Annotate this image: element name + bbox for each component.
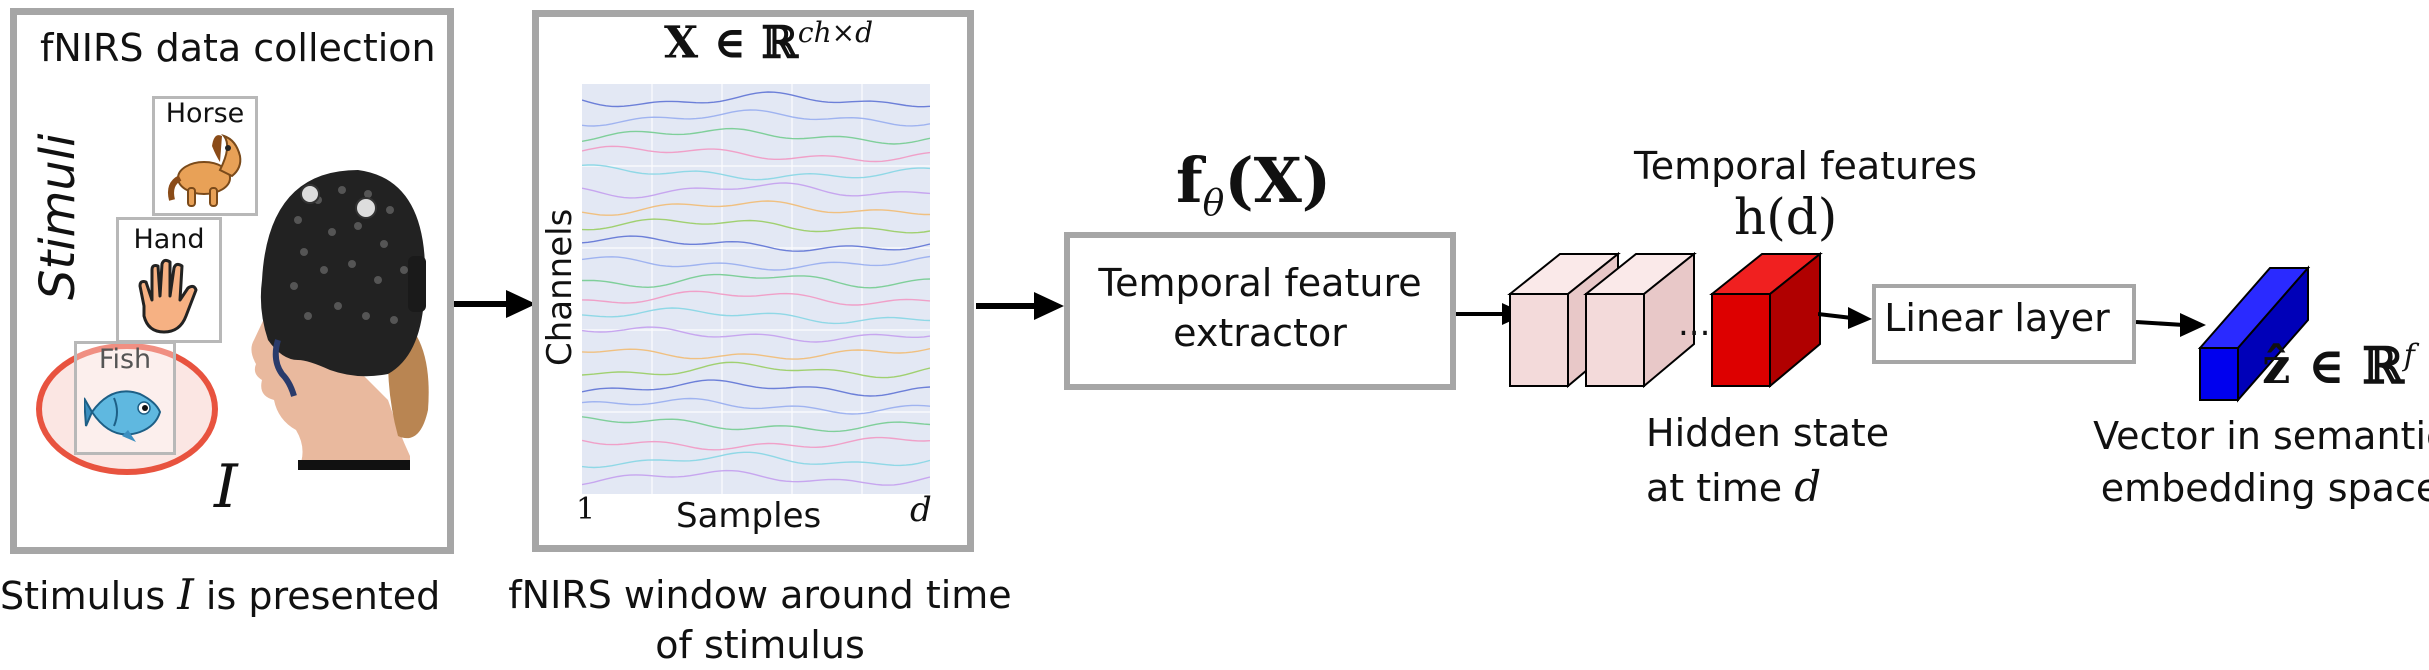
label-var: d (1794, 462, 1822, 511)
x-axis-end-label: d (910, 490, 932, 530)
horse-icon (168, 133, 242, 207)
x-axis-start-label: 1 (576, 492, 596, 527)
caption-line: of stimulus (655, 623, 865, 667)
stimuli-label: Stimuli (30, 133, 86, 300)
stimulus-card-label: Horse (165, 98, 245, 129)
signal-trace (582, 416, 930, 433)
signal-trace (582, 361, 930, 379)
extractor-label-line: extractor (1173, 311, 1347, 355)
output-formula-sup: f (2403, 338, 2415, 374)
output-embedding-block (2197, 265, 2311, 403)
formula-theta: θ (1202, 183, 1225, 225)
formula-arg: (X) (1224, 144, 1332, 217)
fnirs-cap-head-illustration (251, 170, 429, 470)
stimulus-symbol-i: I (214, 452, 238, 522)
signal-trace (582, 218, 930, 234)
signal-trace (582, 348, 930, 360)
plot-background (582, 84, 930, 494)
ellipsis: ... (1678, 304, 1711, 344)
channels-axis-label: Channels (540, 208, 580, 366)
hidden-state-block (1583, 251, 1697, 389)
formula-f: f (1176, 144, 1203, 217)
signal-trace (582, 273, 930, 289)
signal-trace (582, 469, 930, 486)
extractor-formula: fθ(X) (1176, 144, 1331, 224)
fish-icon (84, 390, 162, 442)
signal-trace (582, 235, 930, 252)
caption-symbol: I (177, 570, 194, 619)
output-formula: ẑ ∈ ℝf (2262, 336, 2415, 395)
stimulus-caption: Stimulus I is presented (0, 570, 440, 619)
hidden-state-formula: h(d) (1734, 188, 1838, 246)
caption-text: is presented (205, 574, 441, 618)
hidden-state-label-line: Hidden state (1646, 411, 1890, 455)
signal-trace (582, 200, 930, 216)
signal-trace (582, 255, 930, 271)
matrix-formula-sup: ch×d (797, 16, 874, 49)
signal-trace (582, 397, 930, 415)
signal-trace (582, 379, 930, 397)
final-hidden-state-block (1709, 251, 1823, 389)
signal-trace (582, 451, 930, 469)
signal-trace (582, 127, 930, 145)
hidden-state-label: Hidden state at time d (1646, 406, 1889, 515)
extractor-label-line: Temporal feature (1098, 261, 1422, 305)
hidden-state-label-line: at time d (1646, 460, 1889, 515)
arrow-icon (1818, 307, 1872, 329)
output-label: Vector in semantic embedding space (2060, 410, 2429, 514)
signal-trace (582, 91, 930, 108)
label-text: at time (1646, 466, 1783, 510)
output-label-line: embedding space (2100, 466, 2429, 510)
arrow-icon (454, 290, 536, 318)
signal-trace (582, 109, 930, 127)
linear-layer-box (1872, 284, 2136, 364)
signal-trace (582, 290, 930, 306)
signal-trace (582, 307, 930, 325)
matrix-formula: X ∈ ℝ (664, 17, 798, 69)
hand-icon (138, 258, 198, 334)
window-caption: fNIRS window around time of stimulus (490, 570, 1030, 670)
output-label-line: Vector in semantic (2093, 414, 2429, 458)
fnirs-signal-plot (582, 84, 930, 494)
samples-axis-label: Samples (676, 496, 822, 536)
hidden-state-blocks (1507, 251, 1823, 389)
window-matrix-title: X ∈ ℝch×d (664, 16, 873, 69)
caption-text: Stimulus (0, 574, 166, 618)
output-formula-main: ẑ ∈ ℝ (2262, 336, 2404, 395)
data-collection-title: fNIRS data collection (40, 26, 436, 70)
signal-trace (582, 182, 930, 199)
signal-trace (582, 164, 930, 181)
arrow-icon (976, 292, 1064, 320)
signal-trace (582, 145, 930, 163)
caption-line: fNIRS window around time (508, 573, 1012, 617)
temporal-feature-extractor-box (1064, 232, 1456, 390)
signal-trace (582, 436, 930, 451)
arrow-icon (2136, 313, 2206, 337)
stimulus-card-label: Fish (98, 344, 152, 375)
extractor-label: Temporal feature extractor (1064, 258, 1456, 358)
linear-layer-label: Linear layer (1884, 296, 2110, 340)
signal-trace (582, 326, 930, 343)
temporal-features-title: Temporal features (1634, 144, 1978, 188)
stimulus-card-label: Hand (133, 224, 205, 255)
